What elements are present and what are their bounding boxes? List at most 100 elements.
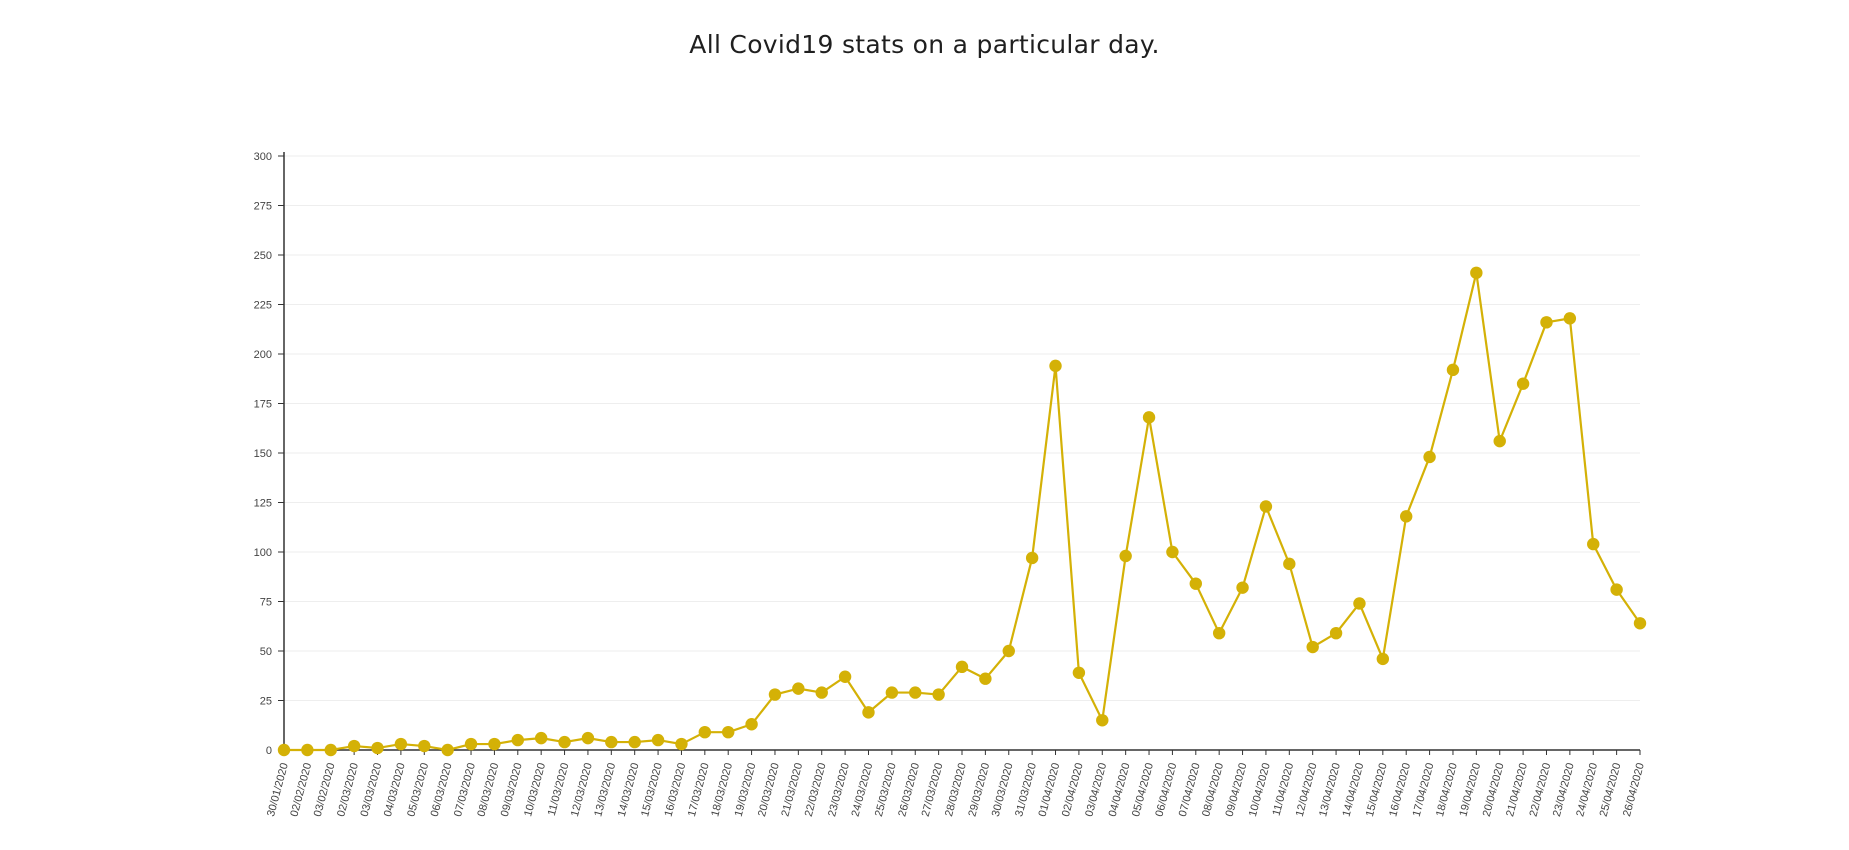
x-tick-label: 12/04/2020 xyxy=(1294,762,1320,818)
x-tick-label: 15/04/2020 xyxy=(1364,762,1390,818)
x-tick-label: 11/04/2020 xyxy=(1271,762,1297,818)
data-point[interactable] xyxy=(301,743,314,757)
data-point[interactable] xyxy=(558,735,571,749)
x-tick-label: 26/04/2020 xyxy=(1621,762,1647,818)
x-tick-label: 10/03/2020 xyxy=(522,762,548,818)
x-tick-label: 24/04/2020 xyxy=(1574,762,1600,818)
x-tick-label: 12/03/2020 xyxy=(569,762,595,818)
axes xyxy=(283,152,1640,751)
x-tick-label: 03/02/2020 xyxy=(312,762,338,818)
data-point[interactable] xyxy=(932,688,945,701)
data-point[interactable] xyxy=(862,706,875,719)
x-tick-label: 14/04/2020 xyxy=(1341,762,1367,818)
data-point[interactable] xyxy=(1587,537,1600,551)
data-point[interactable] xyxy=(1189,577,1202,590)
data-point[interactable] xyxy=(534,731,548,745)
x-tick-label: 02/02/2020 xyxy=(288,762,314,818)
data-point[interactable] xyxy=(464,737,478,751)
data-point[interactable] xyxy=(1049,359,1062,373)
data-point[interactable] xyxy=(745,718,758,731)
x-tick-label: 03/03/2020 xyxy=(359,762,385,818)
data-point[interactable] xyxy=(1423,450,1436,464)
data-point[interactable] xyxy=(1329,626,1343,640)
data-point[interactable] xyxy=(1633,617,1647,630)
data-point[interactable] xyxy=(394,737,408,751)
data-point[interactable] xyxy=(1283,557,1296,571)
data-point[interactable] xyxy=(1236,581,1249,594)
y-axis-ticks: 0 25 50 75 100 125 150 175 200 225 250 275 300 xyxy=(254,151,284,757)
x-tick-label: 06/04/2020 xyxy=(1153,762,1179,818)
data-point[interactable] xyxy=(511,733,524,747)
x-tick-label: 22/03/2020 xyxy=(803,762,829,818)
data-point[interactable] xyxy=(1540,316,1553,329)
x-tick-label: 17/04/2020 xyxy=(1411,762,1437,818)
data-point[interactable] xyxy=(722,725,735,739)
data-point[interactable] xyxy=(651,733,665,747)
data-point[interactable] xyxy=(1400,510,1413,523)
data-point[interactable] xyxy=(1002,644,1015,658)
data-point[interactable] xyxy=(347,739,361,753)
x-tick-label: 03/04/2020 xyxy=(1083,762,1109,818)
data-point[interactable] xyxy=(605,735,618,749)
data-point[interactable] xyxy=(1610,583,1623,596)
data-point[interactable] xyxy=(909,686,922,699)
x-tick-label: 27/03/2020 xyxy=(920,762,946,818)
x-tick-label: 18/03/2020 xyxy=(709,762,735,818)
x-tick-label: 23/04/2020 xyxy=(1551,762,1577,818)
y-tick-label: 150 xyxy=(254,448,272,460)
data-point[interactable] xyxy=(768,688,782,701)
y-tick-label: 250 xyxy=(254,250,272,262)
data-point[interactable] xyxy=(1353,597,1366,610)
data-point[interactable] xyxy=(675,737,688,751)
x-tick-label: 20/04/2020 xyxy=(1481,762,1507,818)
data-point[interactable] xyxy=(792,682,805,695)
y-tick-label: 75 xyxy=(260,597,272,609)
data-point[interactable] xyxy=(1470,266,1483,280)
data-point[interactable] xyxy=(838,670,852,683)
data-point[interactable] xyxy=(628,735,641,749)
data-point[interactable] xyxy=(1166,545,1179,559)
data-point[interactable] xyxy=(324,743,337,757)
y-tick-label: 50 xyxy=(260,646,272,658)
x-tick-label: 05/03/2020 xyxy=(405,762,431,818)
x-tick-label: 13/03/2020 xyxy=(592,762,618,818)
data-point[interactable] xyxy=(1376,652,1390,666)
data-point[interactable] xyxy=(1142,411,1156,424)
x-tick-label: 21/04/2020 xyxy=(1504,762,1530,818)
page-title: All Covid19 stats on a particular day. xyxy=(689,30,1160,59)
y-tick-label: 100 xyxy=(254,547,272,559)
y-tick-label: 300 xyxy=(254,151,272,163)
x-axis-ticks: 30/01/202002/02/202003/02/202002/03/2020… xyxy=(265,750,1647,818)
data-point[interactable] xyxy=(955,660,969,674)
data-point[interactable] xyxy=(1072,666,1086,679)
data-point[interactable] xyxy=(371,741,384,755)
x-tick-label: 30/01/2020 xyxy=(265,762,291,818)
data-point[interactable] xyxy=(1259,500,1273,513)
data-point[interactable] xyxy=(1096,714,1109,727)
data-point[interactable] xyxy=(1516,377,1530,390)
x-tick-label: 08/04/2020 xyxy=(1200,762,1226,818)
data-point[interactable] xyxy=(418,739,431,753)
x-tick-label: 04/03/2020 xyxy=(382,762,408,818)
x-tick-label: 17/03/2020 xyxy=(686,762,712,818)
data-point[interactable] xyxy=(277,743,291,757)
data-point[interactable] xyxy=(1446,363,1460,377)
data-point[interactable] xyxy=(1119,549,1132,563)
data-point[interactable] xyxy=(1025,551,1039,565)
data-point[interactable] xyxy=(1306,640,1319,654)
y-tick-label: 200 xyxy=(254,349,272,361)
data-point[interactable] xyxy=(1563,312,1577,325)
data-point[interactable] xyxy=(1212,626,1226,640)
x-tick-label: 18/04/2020 xyxy=(1434,762,1460,818)
data-point[interactable] xyxy=(1493,434,1506,448)
x-tick-label: 06/03/2020 xyxy=(429,762,455,818)
data-point[interactable] xyxy=(698,725,712,739)
data-point[interactable] xyxy=(581,731,595,745)
x-tick-label: 28/03/2020 xyxy=(943,762,969,818)
data-point[interactable] xyxy=(885,686,899,699)
data-point[interactable] xyxy=(979,672,992,685)
x-tick-label: 25/04/2020 xyxy=(1598,762,1624,818)
data-point[interactable] xyxy=(815,686,828,699)
data-point[interactable] xyxy=(441,743,454,757)
data-point[interactable] xyxy=(488,737,501,751)
